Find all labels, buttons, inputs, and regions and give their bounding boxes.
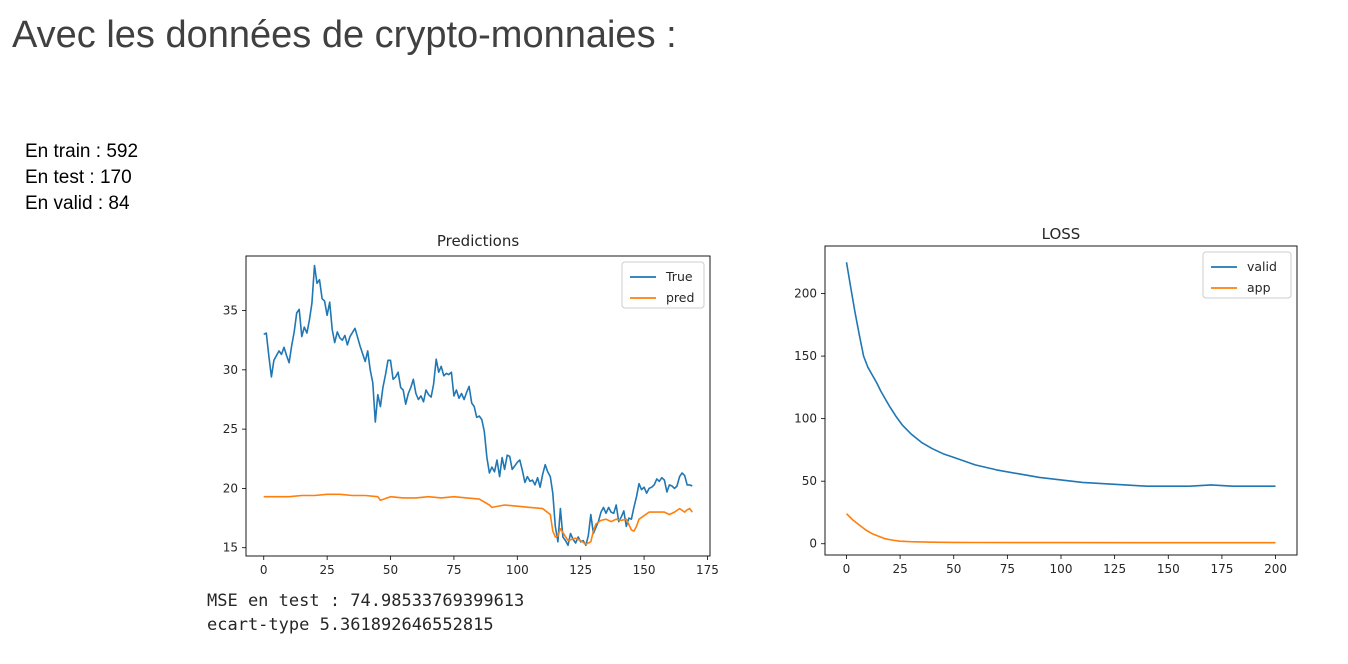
x-tick-label: 50 xyxy=(383,563,398,577)
y-tick-label: 50 xyxy=(802,474,817,488)
x-tick-label: 175 xyxy=(1210,562,1233,576)
valid-size: En valid : 84 xyxy=(25,193,130,214)
predictions-chart: Predictions 0 25 50 75 100 125 150 175 15 20 25 30 35… xyxy=(223,232,719,577)
chart-title: LOSS xyxy=(1042,225,1081,243)
x-tick-label: 75 xyxy=(446,563,461,577)
legend xyxy=(1202,251,1292,299)
x-tick-label: 0 xyxy=(843,562,851,576)
y-tick-label: 15 xyxy=(223,541,238,555)
y-tick-label: 100 xyxy=(794,412,817,426)
y-tick-label: 0 xyxy=(809,537,817,551)
y-tick-label: 200 xyxy=(794,287,817,301)
legend-label-pred: pred xyxy=(666,290,694,305)
legend-label-True: True xyxy=(665,269,693,284)
x-tick-label: 150 xyxy=(1157,562,1180,576)
x-tick-label: 100 xyxy=(1050,562,1073,576)
x-tick-label: 100 xyxy=(506,563,529,577)
series-line-pred xyxy=(263,493,693,545)
std-output: ecart-type 5.361892646552815 xyxy=(207,615,494,635)
x-tick-label: 25 xyxy=(892,562,907,576)
y-tick-label: 30 xyxy=(223,363,238,377)
legend-label-valid: valid xyxy=(1247,259,1277,274)
chart-title: Predictions xyxy=(437,232,520,250)
x-tick-label: 200 xyxy=(1264,562,1287,576)
y-tick-label: 35 xyxy=(223,304,238,318)
series-line-valid xyxy=(845,262,1276,488)
x-tick-label: 50 xyxy=(946,562,961,576)
notebook-output: MSE en test : 74.98533769399613 ecart-typ… xyxy=(207,589,524,637)
x-tick-label: 150 xyxy=(633,563,656,577)
x-tick-label: 175 xyxy=(696,563,719,577)
legend xyxy=(621,261,705,309)
dataset-sizes: En train : 592 En test : 170 En valid : … xyxy=(25,139,138,217)
page-title: Avec les données de crypto-monnaies : xyxy=(12,14,677,56)
x-tick-label: 125 xyxy=(1103,562,1126,576)
x-tick-label: 125 xyxy=(569,563,592,577)
plot-frame xyxy=(245,255,711,557)
legend-label-app: app xyxy=(1247,280,1271,295)
loss-chart: LOSS 0 25 50 75 100 125 150 175 200 0 50 100 150 200 va… xyxy=(794,225,1298,576)
test-size: En test : 170 xyxy=(25,167,132,188)
x-tick-label: 75 xyxy=(1000,562,1015,576)
x-tick-label: 0 xyxy=(260,563,268,577)
y-tick-label: 150 xyxy=(794,349,817,363)
series-line-app xyxy=(845,513,1276,544)
y-tick-label: 20 xyxy=(223,481,238,495)
train-size: En train : 592 xyxy=(25,141,139,162)
x-tick-label: 25 xyxy=(319,563,334,577)
series-line-True xyxy=(263,264,693,547)
mse-output: MSE en test : 74.98533769399613 xyxy=(207,591,525,611)
y-tick-label: 25 xyxy=(223,422,238,436)
